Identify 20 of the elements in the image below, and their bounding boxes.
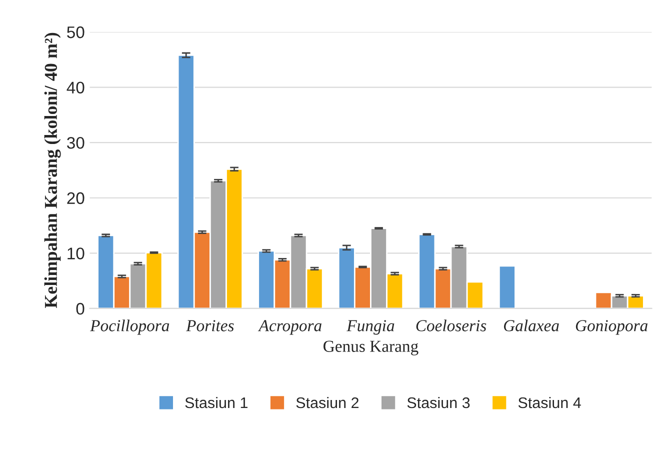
- y-tick-label: 40: [66, 82, 84, 94]
- y-axis-title: Kelimpahan Karang (koloni/ 40 m²): [44, 32, 61, 308]
- x-tick-label: Porites: [186, 320, 234, 332]
- x-axis-title: Genus Karang: [324, 340, 418, 356]
- x-tick-label: Acropora: [258, 320, 322, 335]
- y-tick-label: 30: [67, 136, 84, 149]
- legend-label: Stasiun 2: [296, 396, 359, 408]
- x-tick-label: Pocillopora: [90, 320, 170, 335]
- y-tick-label: 0: [76, 302, 84, 315]
- y-tick-label: 50: [67, 26, 84, 38]
- x-tick-label: Galaxea: [504, 320, 559, 332]
- x-tick-label: Goniopora: [576, 320, 648, 335]
- legend-label: Stasiun 1: [185, 396, 248, 408]
- x-tick-label: Coeloseris: [416, 320, 486, 332]
- x-tick-label: Fungia: [346, 320, 394, 335]
- bar: [498, 265, 516, 308]
- legend-label: Stasiun 4: [518, 396, 581, 408]
- y-tick-label: 10: [68, 248, 84, 260]
- y-tick-label: 20: [67, 192, 84, 204]
- legend-label: Stasiun 3: [407, 396, 470, 408]
